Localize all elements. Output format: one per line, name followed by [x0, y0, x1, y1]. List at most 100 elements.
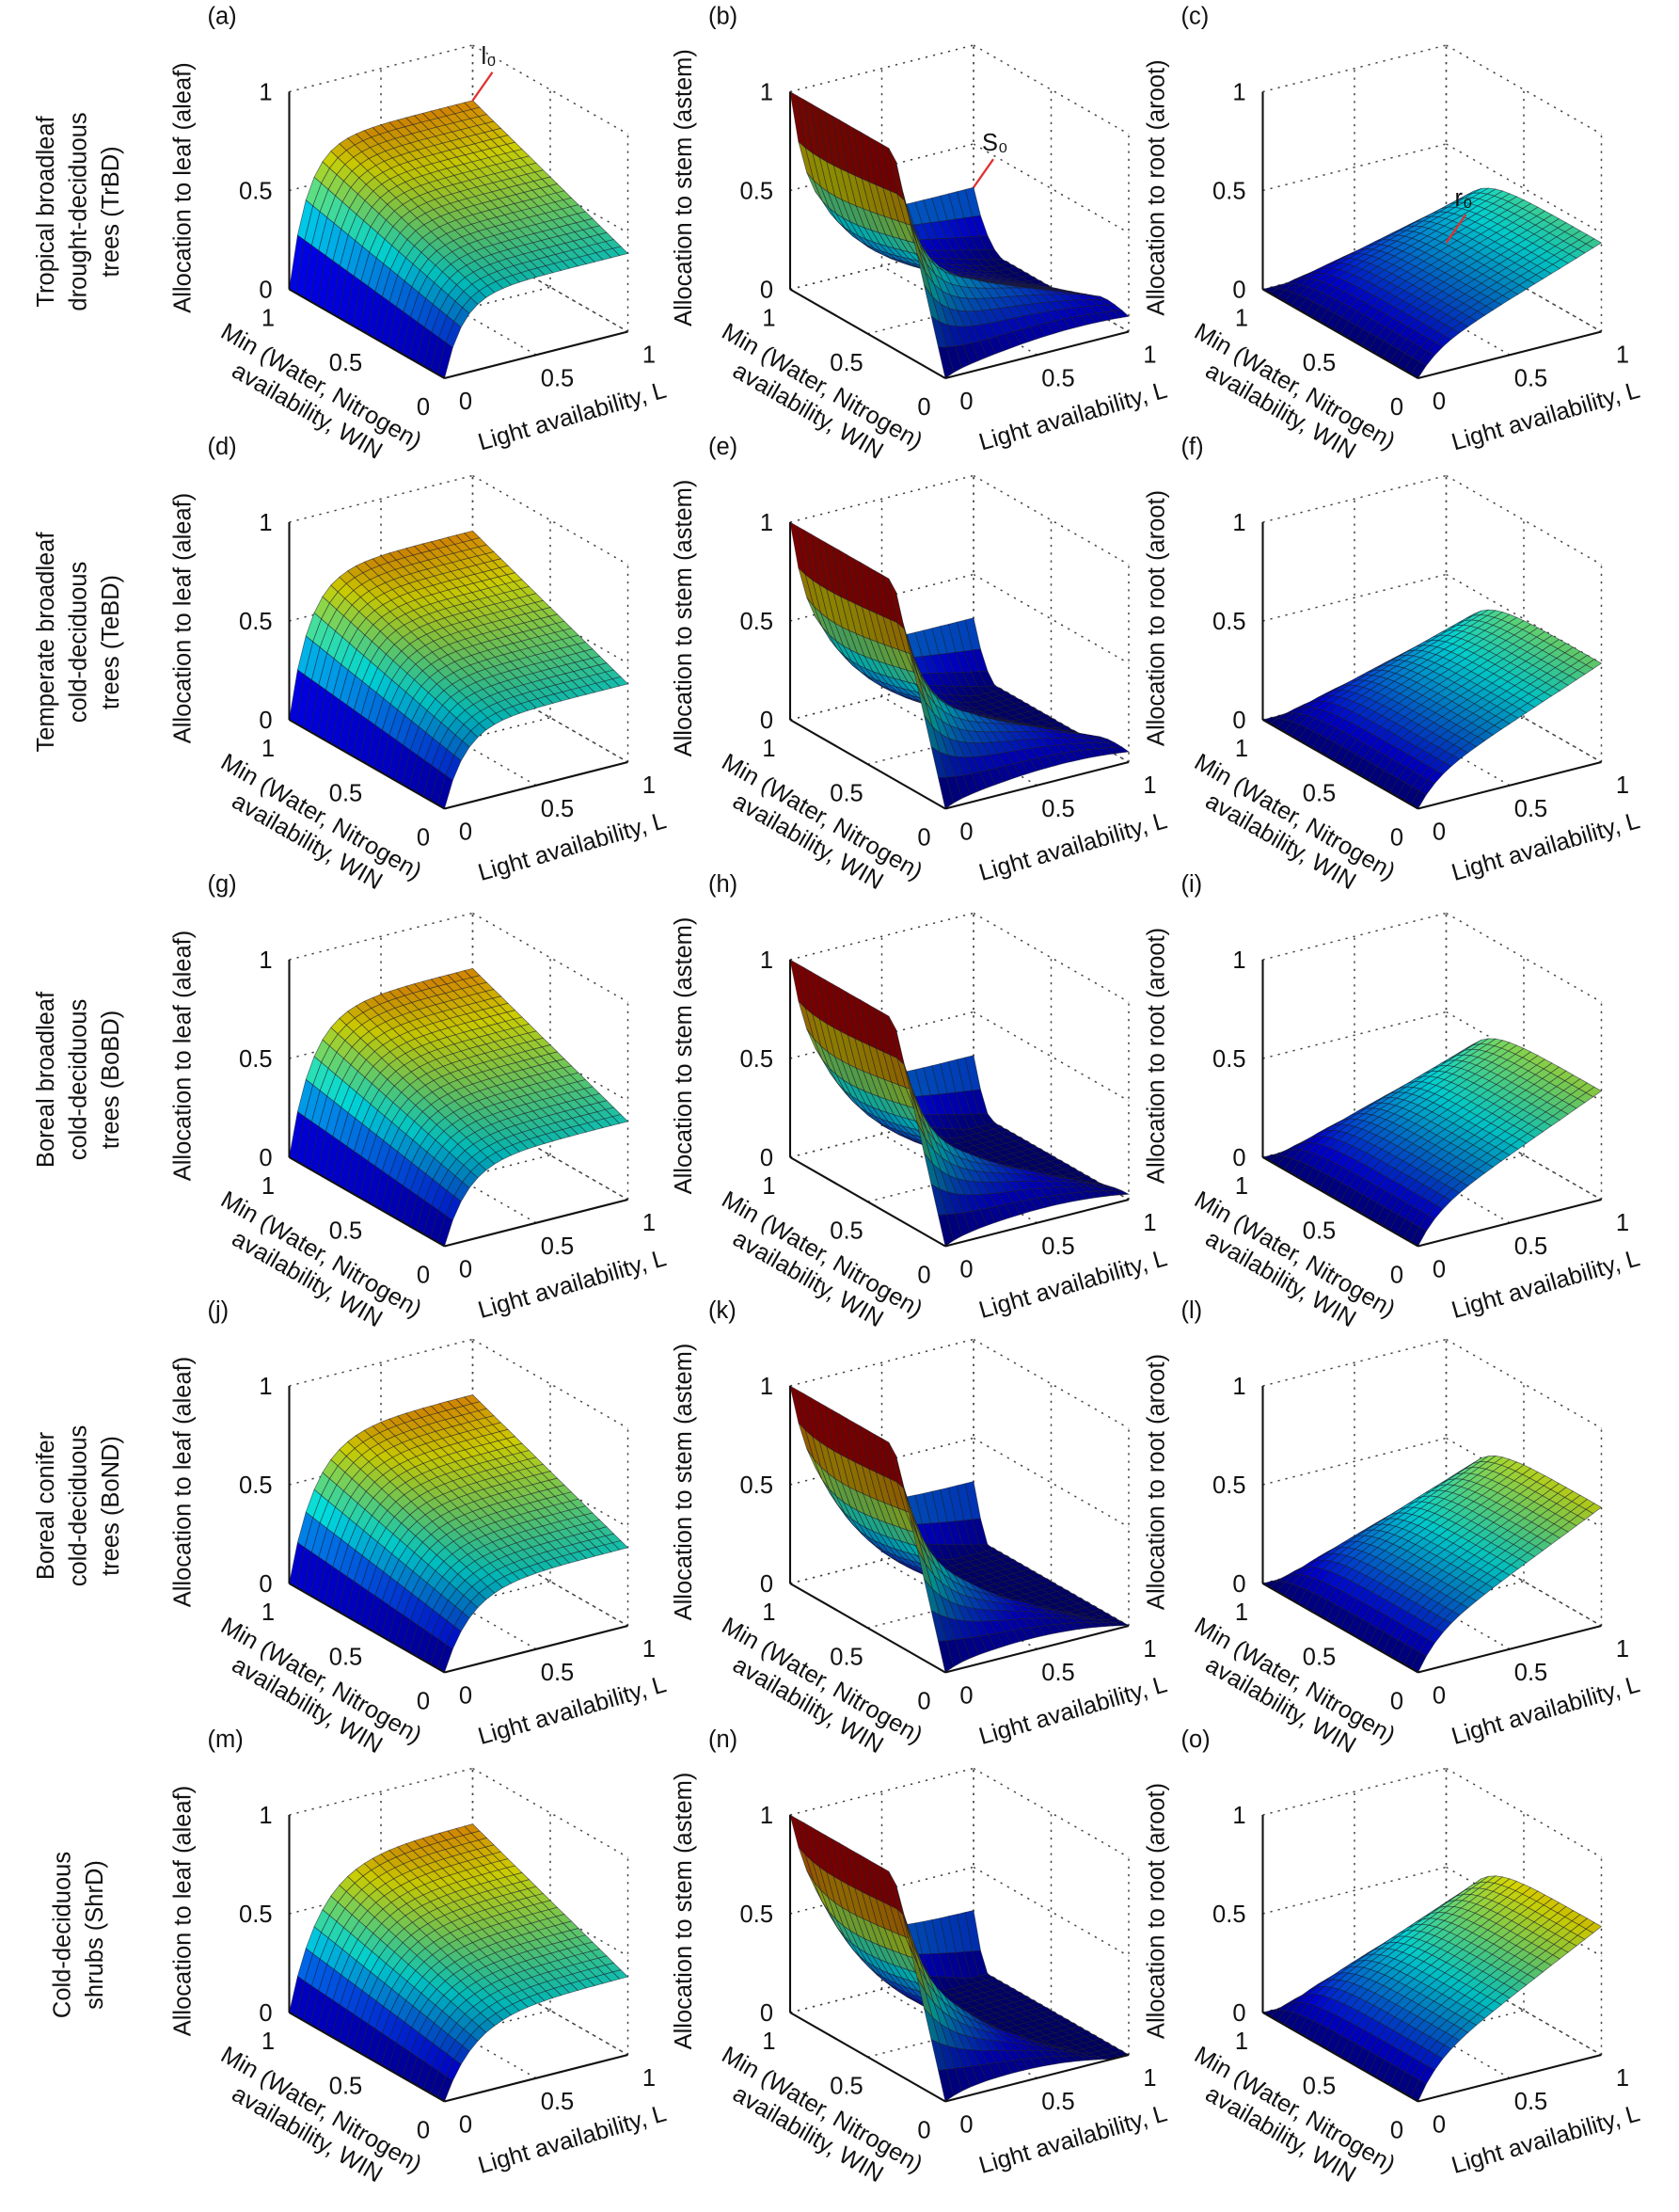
x-tick-label: 0 — [1433, 1257, 1446, 1283]
panel-tag: (c) — [1181, 4, 1210, 30]
z-tick-label: 0 — [1232, 278, 1245, 304]
y-axis — [789, 719, 946, 810]
annotation: l₀ — [482, 43, 497, 70]
grid-line — [289, 1338, 473, 1387]
grid-line — [1262, 44, 1447, 93]
x-tick-label: 0.5 — [541, 796, 574, 822]
panel-tag: (d) — [208, 434, 237, 460]
z-axis-label: Allocation to stem (astem) — [671, 49, 697, 326]
z-tick-label: 0.5 — [740, 179, 773, 205]
row-label-line: Boreal broadleaf — [33, 991, 59, 1168]
z-tick-label: 0 — [1232, 1145, 1245, 1171]
x-tick-label: 0.5 — [1041, 365, 1074, 391]
x-tick-label: 0 — [959, 389, 973, 415]
z-axis-label: Allocation to leaf (aleaf) — [170, 62, 197, 312]
y-tick-label: 0.5 — [1303, 350, 1336, 376]
row-label-line: drought-deciduous — [66, 112, 92, 310]
row-label-line: Tropical broadleaf — [33, 116, 59, 308]
row-label-line: cold-deciduous — [66, 999, 92, 1161]
x-tick-label: 1 — [1143, 1210, 1156, 1236]
x-tick-label: 0 — [459, 820, 472, 846]
y-tick-label: 0 — [417, 825, 430, 851]
x-tick-label: 0 — [959, 820, 973, 846]
z-tick-label: 0.5 — [1212, 609, 1245, 635]
x-tick-label: 1 — [1616, 772, 1629, 799]
x-tick-label: 0.5 — [541, 365, 574, 391]
grid-line — [289, 474, 473, 523]
z-tick-label: 1 — [1232, 80, 1245, 106]
x-tick-label: 0 — [1433, 389, 1446, 415]
grid-line — [1446, 44, 1602, 135]
y-tick-label: 1 — [261, 1173, 275, 1200]
x-tick-label: 0.5 — [1041, 796, 1074, 822]
z-tick-label: 1 — [259, 947, 272, 974]
x-tick-label: 0 — [459, 1257, 472, 1283]
grid-line — [789, 44, 974, 93]
y-tick-label: 0 — [417, 1263, 430, 1289]
z-axis-label: Allocation to root (aroot) — [1144, 59, 1170, 315]
grid-line — [1262, 1011, 1447, 1059]
y-tick-label: 1 — [261, 306, 275, 332]
x-tick-label: 1 — [1143, 772, 1156, 799]
z-tick-label: 0.5 — [239, 609, 272, 635]
x-tick-label: 0.5 — [1514, 796, 1547, 822]
row-label-line: trees (BoBD) — [98, 1011, 124, 1149]
panel-tag: (h) — [708, 871, 737, 898]
row: Tropical broadleaf drought-deciduous trees… — [33, 4, 1643, 465]
grid-line — [472, 44, 628, 135]
row: Boreal conifer cold-deciduous trees (BoND)… — [33, 1297, 1642, 1758]
x-axis — [444, 760, 628, 810]
x-tick-label: 1 — [1143, 342, 1156, 369]
grid-line — [472, 143, 628, 234]
y-tick-label: 0.5 — [329, 780, 362, 806]
z-tick-label: 0 — [259, 1145, 272, 1171]
grid-line — [973, 1011, 1130, 1102]
y-tick-label: 0 — [1390, 394, 1403, 421]
row: Boreal broadleaf cold-deciduous trees (BoB… — [33, 871, 1643, 1332]
grid-line — [1262, 573, 1447, 622]
y-tick-label: 1 — [1235, 306, 1248, 332]
y-tick-label: 0.5 — [830, 350, 863, 376]
panel-tag: (a) — [208, 4, 237, 30]
y-tick-label: 0.5 — [830, 780, 863, 806]
y-tick-label: 0.5 — [1303, 780, 1336, 806]
row-label-line: Temperate broadleaf — [33, 532, 59, 753]
panel-tag: (g) — [208, 871, 237, 898]
y-axis — [789, 288, 946, 379]
x-tick-label: 0 — [1433, 820, 1446, 846]
grid-line — [789, 242, 974, 291]
z-tick-label: 0.5 — [740, 609, 773, 635]
row: Temperate broadleaf cold-deciduous trees (… — [33, 434, 1642, 895]
z-tick-label: 0.5 — [740, 1046, 773, 1073]
grid-line — [472, 912, 628, 1003]
grid-line — [789, 474, 974, 523]
y-tick-label: 1 — [1235, 1173, 1248, 1200]
grid-line — [1262, 143, 1447, 192]
row-label-line: trees (TrBD) — [98, 146, 124, 277]
x-tick-label: 1 — [1616, 342, 1629, 369]
grid-line — [472, 474, 628, 565]
y-tick-label: 1 — [1235, 736, 1248, 762]
grid-line — [973, 912, 1130, 1003]
x-tick-label: 0 — [459, 389, 472, 415]
z-tick-label: 0 — [760, 278, 773, 304]
z-tick-label: 0 — [259, 278, 272, 304]
grid-line — [289, 44, 473, 93]
grid-line — [1262, 912, 1447, 961]
x-tick-label: 0.5 — [541, 1233, 574, 1260]
x-tick-label: 0 — [959, 1257, 973, 1283]
y-tick-label: 0 — [1390, 825, 1403, 851]
y-axis — [288, 288, 446, 379]
x-axis — [444, 1198, 628, 1248]
z-tick-label: 1 — [259, 80, 272, 106]
grid-line — [973, 44, 1130, 135]
